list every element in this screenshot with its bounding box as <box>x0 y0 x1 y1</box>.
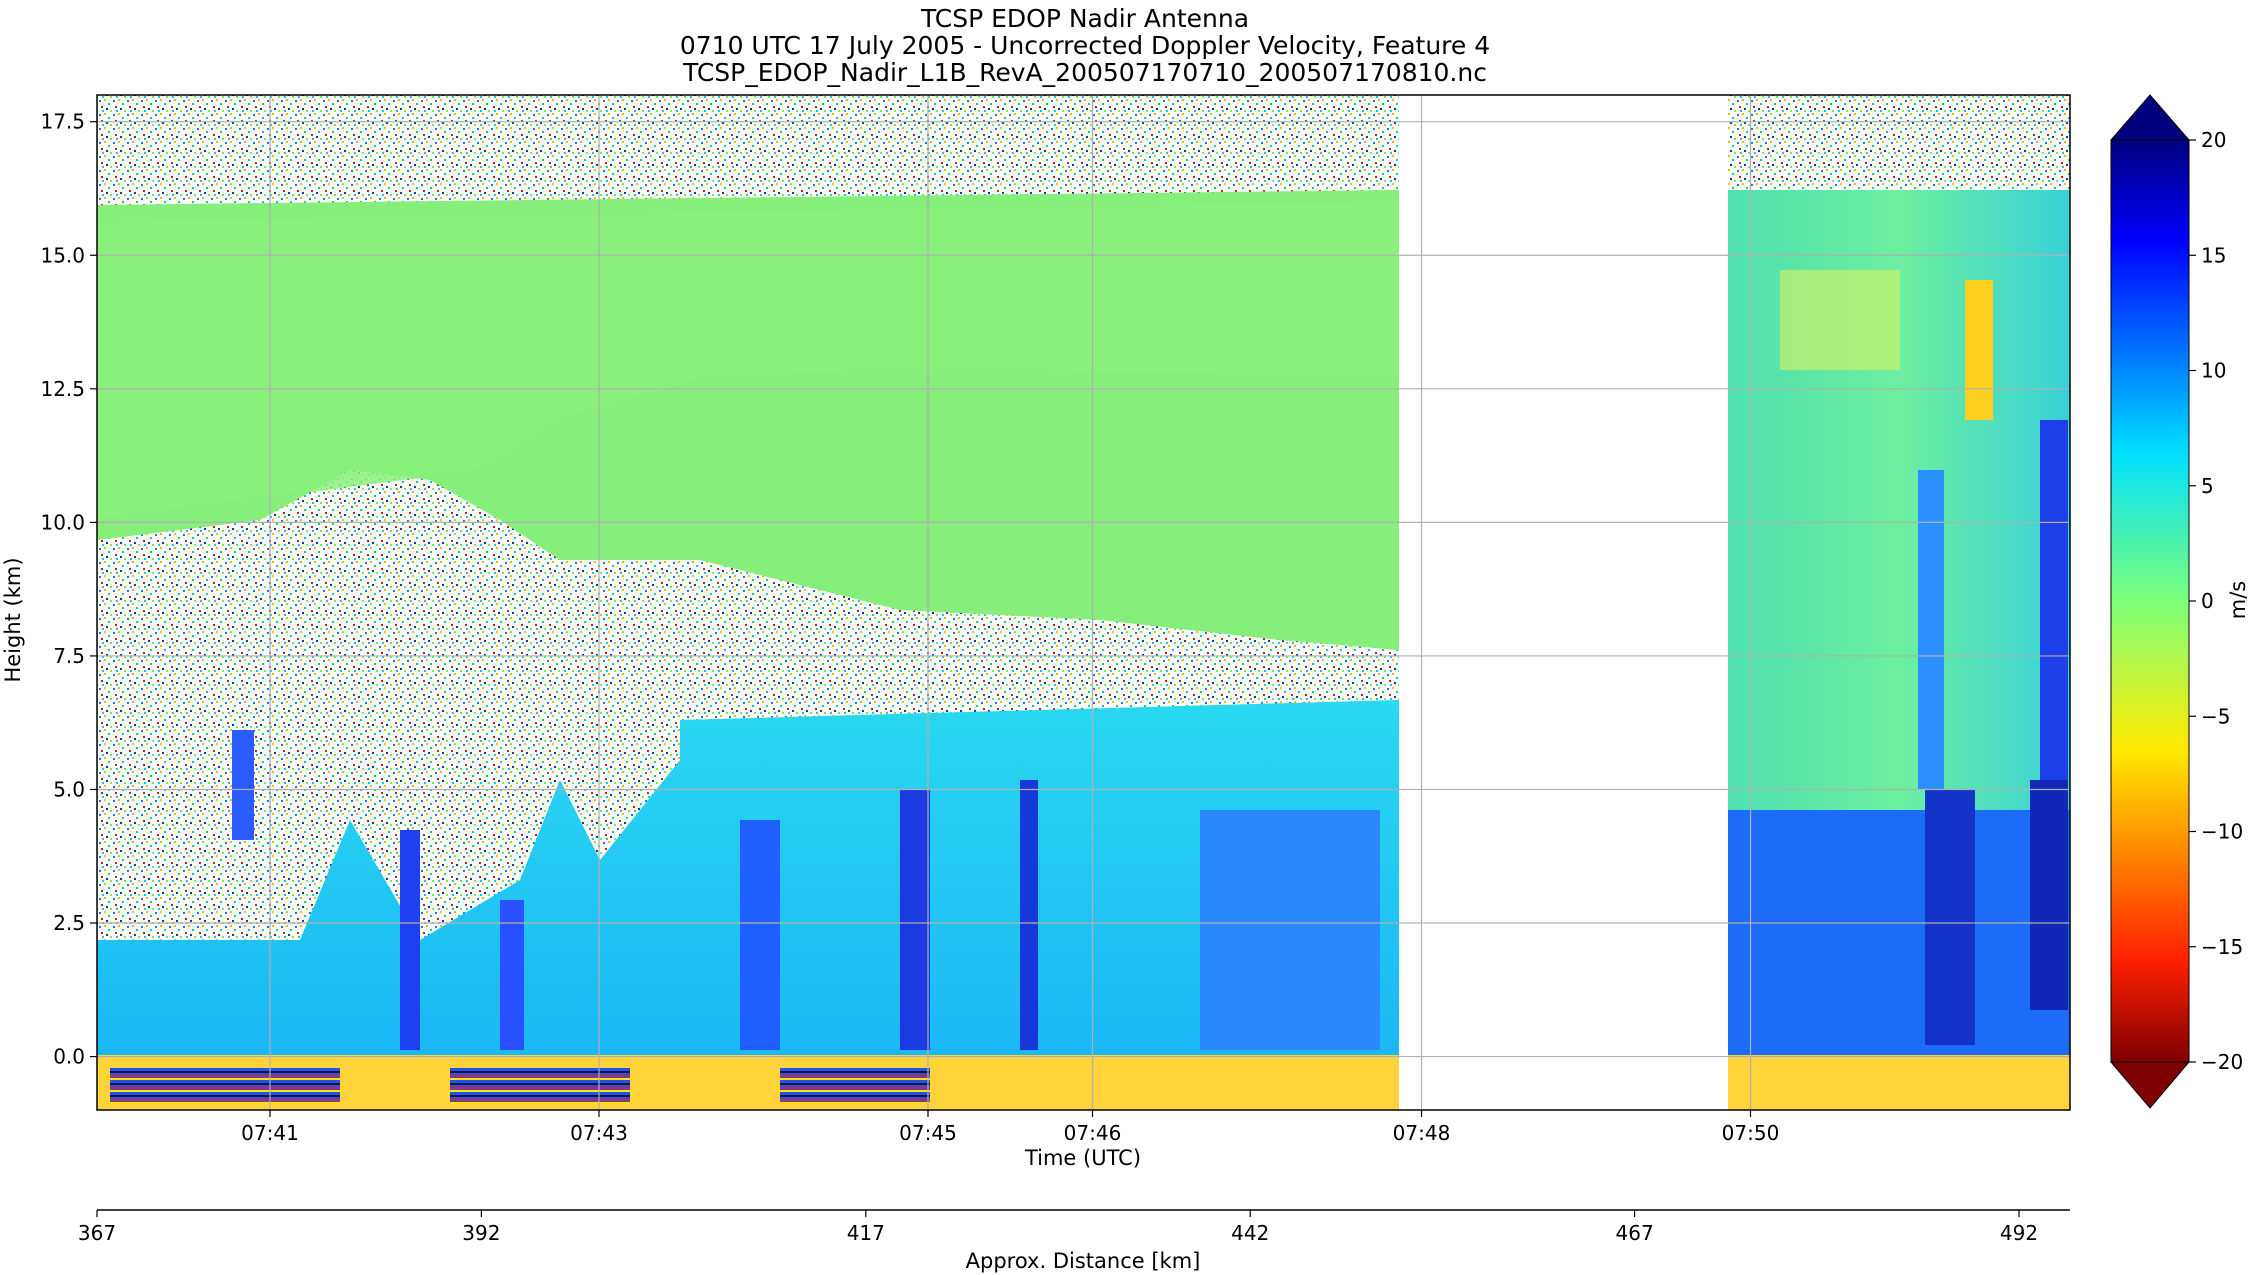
colorbar-tick-label: −15 <box>2201 935 2243 959</box>
x-tick-label: 07:48 <box>1393 1121 1451 1145</box>
secondary-x-tick-label: 367 <box>78 1221 116 1245</box>
x-axis: 07:41 07:43 07:45 07:46 07:48 07:50 <box>241 1110 1779 1145</box>
colorbar-body <box>2110 139 2190 1063</box>
colorbar-extend-bottom <box>2109 1061 2191 1109</box>
y-tick-label: 15.0 <box>40 243 85 267</box>
y-tick-label: 7.5 <box>53 644 85 668</box>
y-tick-label: 10.0 <box>40 510 85 534</box>
y-tick-label: 0.0 <box>53 1045 85 1069</box>
colorbar-tick-label: −5 <box>2201 704 2230 728</box>
colorbar-tick-label: −20 <box>2201 1050 2243 1074</box>
secondary-x-tick-label: 467 <box>1616 1221 1654 1245</box>
chart-title-line-3: TCSP_EDOP_Nadir_L1B_RevA_200507170710_20… <box>682 58 1487 87</box>
y-axis-label: Height (km) <box>1 557 25 682</box>
echo-streak <box>500 900 524 1050</box>
secondary-x-axis: 367 392 417 442 467 492 <box>78 1210 2038 1245</box>
secondary-x-tick-label: 392 <box>462 1221 500 1245</box>
chart-title-line-2: 0710 UTC 17 July 2005 - Uncorrected Dopp… <box>680 31 1490 60</box>
echo-streak <box>1918 470 1944 790</box>
x-tick-label: 07:45 <box>899 1121 957 1145</box>
echo-streak <box>2040 420 2068 780</box>
colorbar-ticks: 20 15 10 5 0 −5 −10 −15 −20 <box>2189 128 2243 1074</box>
echo-streak <box>1780 270 1900 370</box>
chart-title-line-1: TCSP EDOP Nadir Antenna <box>920 4 1249 33</box>
y-tick-label: 5.0 <box>53 777 85 801</box>
secondary-x-tick-label: 417 <box>847 1221 885 1245</box>
secondary-x-tick-label: 492 <box>2000 1221 2038 1245</box>
y-axis: 0.0 2.5 5.0 7.5 10.0 12.5 15.0 17.5 <box>40 110 97 1069</box>
echo-streak <box>1925 790 1975 1045</box>
colorbar-tick-label: −10 <box>2201 820 2243 844</box>
x-axis-label: Time (UTC) <box>1024 1146 1141 1170</box>
y-tick-label: 2.5 <box>53 911 85 935</box>
upper-echo-band <box>97 200 1399 520</box>
x-tick-label: 07:43 <box>570 1121 628 1145</box>
echo-streak <box>400 830 420 1050</box>
colorbar-extend-top <box>2109 94 2191 141</box>
echo-streak <box>900 790 930 1050</box>
grid <box>97 95 2070 1110</box>
colorbar-tick-label: 0 <box>2201 589 2214 613</box>
echo-streak <box>232 730 254 840</box>
y-tick-label: 12.5 <box>40 377 85 401</box>
surface-stripes <box>780 1068 930 1104</box>
echo-streak <box>1020 780 1038 1050</box>
right-noise-region <box>1728 95 2070 195</box>
echo-streak <box>1965 280 1993 420</box>
colorbar-tick-label: 15 <box>2201 243 2226 267</box>
colorbar-tick-label: 5 <box>2201 474 2214 498</box>
x-tick-label: 07:50 <box>1722 1121 1780 1145</box>
secondary-x-axis-label: Approx. Distance [km] <box>966 1249 1201 1273</box>
secondary-x-tick-label: 442 <box>1231 1221 1269 1245</box>
colorbar: 20 15 10 5 0 −5 −10 −15 −20 m/s <box>2109 94 2250 1109</box>
colorbar-label: m/s <box>2226 581 2250 619</box>
surface-stripes <box>110 1068 340 1104</box>
colorbar-tick-label: 20 <box>2201 128 2226 152</box>
y-tick-label: 17.5 <box>40 110 85 134</box>
echo-streak <box>1200 810 1380 1050</box>
plot-area <box>97 95 2070 1110</box>
right-lower-echo <box>1728 810 2070 1055</box>
right-surface-band <box>1728 1055 2070 1110</box>
echo-streak <box>2030 780 2068 1010</box>
no-data-gap <box>1399 95 1728 1110</box>
echo-streak <box>740 820 780 1050</box>
x-tick-label: 07:46 <box>1064 1121 1122 1145</box>
colorbar-tick-label: 10 <box>2201 359 2226 383</box>
x-tick-label: 07:41 <box>241 1121 299 1145</box>
surface-stripes <box>450 1068 630 1104</box>
plot-frame <box>96 94 2071 1111</box>
